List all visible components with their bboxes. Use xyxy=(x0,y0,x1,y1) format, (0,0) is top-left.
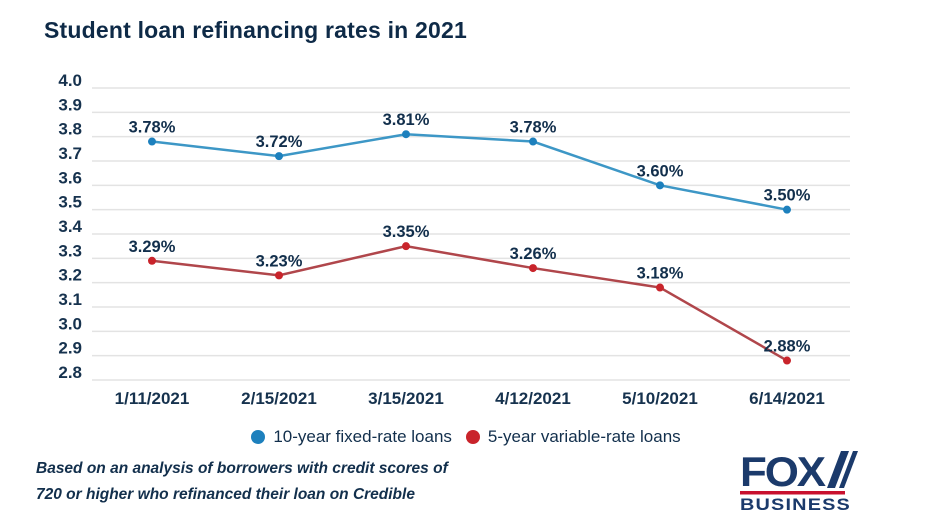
data-point-label: 3.72% xyxy=(256,133,303,151)
data-point-label: 3.78% xyxy=(510,119,557,137)
data-point xyxy=(402,130,410,139)
legend-item-fixed-rate: 10-year fixed-rate loans xyxy=(251,427,452,447)
y-tick-label: 3.9 xyxy=(58,95,82,114)
data-point-label: 3.29% xyxy=(129,238,176,256)
searchlight-beam-icon xyxy=(827,451,849,488)
data-point xyxy=(529,137,537,146)
y-tick-label: 3.2 xyxy=(58,266,82,285)
fox-business-logo: FOX BUSINESS xyxy=(740,451,858,511)
data-point-label: 3.35% xyxy=(383,223,430,241)
x-tick-label: 1/11/2021 xyxy=(115,389,190,408)
y-tick-label: 3.8 xyxy=(58,120,82,139)
legend-dot-blue-icon xyxy=(251,430,266,444)
y-tick-label: 3.3 xyxy=(58,241,82,260)
data-point xyxy=(656,283,664,292)
source-footnote: Based on an analysis of borrowers with c… xyxy=(36,456,448,508)
data-point xyxy=(275,271,283,280)
y-tick-label: 3.4 xyxy=(58,217,82,236)
y-tick-label: 2.9 xyxy=(58,339,82,358)
data-point-label: 3.78% xyxy=(129,119,176,137)
data-point xyxy=(148,137,156,146)
data-point xyxy=(402,242,410,251)
data-point xyxy=(148,256,156,265)
series-line-0 xyxy=(151,132,788,211)
y-tick-label: 3.0 xyxy=(58,314,82,333)
legend-label-variable-rate: 5-year variable-rate loans xyxy=(487,427,681,446)
data-point-label: 2.88% xyxy=(764,338,811,356)
y-tick-label: 3.6 xyxy=(58,168,82,187)
series-line-1 xyxy=(151,244,788,362)
line-chart: 4.0 3.9 3.8 3.7 3.6 3.5 3.4 3.3 3.2 3.1 3.0 2.9 2.8 1… xyxy=(58,71,850,408)
data-point xyxy=(783,356,791,365)
logo-fox-text: FOX xyxy=(740,451,826,495)
footnote-line-2: 720 or higher who refinanced their loan … xyxy=(36,486,415,503)
x-tick-label: 5/10/2021 xyxy=(622,389,698,408)
data-point xyxy=(656,181,664,190)
legend-dot-red-icon xyxy=(465,430,480,444)
data-point-label: 3.50% xyxy=(764,187,811,205)
y-tick-label: 4.0 xyxy=(58,71,82,90)
data-point-label: 3.18% xyxy=(637,265,684,283)
y-tick-label: 3.5 xyxy=(58,193,82,212)
x-tick-label: 6/14/2021 xyxy=(749,389,825,408)
data-point-label: 3.26% xyxy=(510,245,557,263)
y-tick-label: 3.1 xyxy=(58,290,82,309)
data-point-label: 3.23% xyxy=(256,252,303,270)
chart-legend: 10-year fixed-rate loans 5-year variable… xyxy=(0,427,932,447)
data-point xyxy=(783,205,791,214)
logo-business-text: BUSINESS xyxy=(740,495,851,511)
x-tick-label: 4/12/2021 xyxy=(495,389,571,408)
legend-label-fixed-rate: 10-year fixed-rate loans xyxy=(273,427,452,446)
y-tick-label: 3.7 xyxy=(58,144,82,163)
data-point-label: 3.81% xyxy=(383,111,430,129)
data-point xyxy=(529,264,537,273)
x-tick-label: 2/15/2021 xyxy=(241,389,317,408)
legend-item-variable-rate: 5-year variable-rate loans xyxy=(465,427,681,447)
x-tick-label: 3/15/2021 xyxy=(368,389,444,408)
data-point xyxy=(275,152,283,161)
searchlight-beam-thin-icon xyxy=(839,451,858,488)
footnote-line-1: Based on an analysis of borrowers with c… xyxy=(36,460,448,477)
logo-red-underline xyxy=(740,491,845,495)
data-point-label: 3.60% xyxy=(637,162,684,180)
chart-title: Student loan refinancing rates in 2021 xyxy=(44,17,467,43)
y-tick-label: 2.8 xyxy=(58,363,82,382)
